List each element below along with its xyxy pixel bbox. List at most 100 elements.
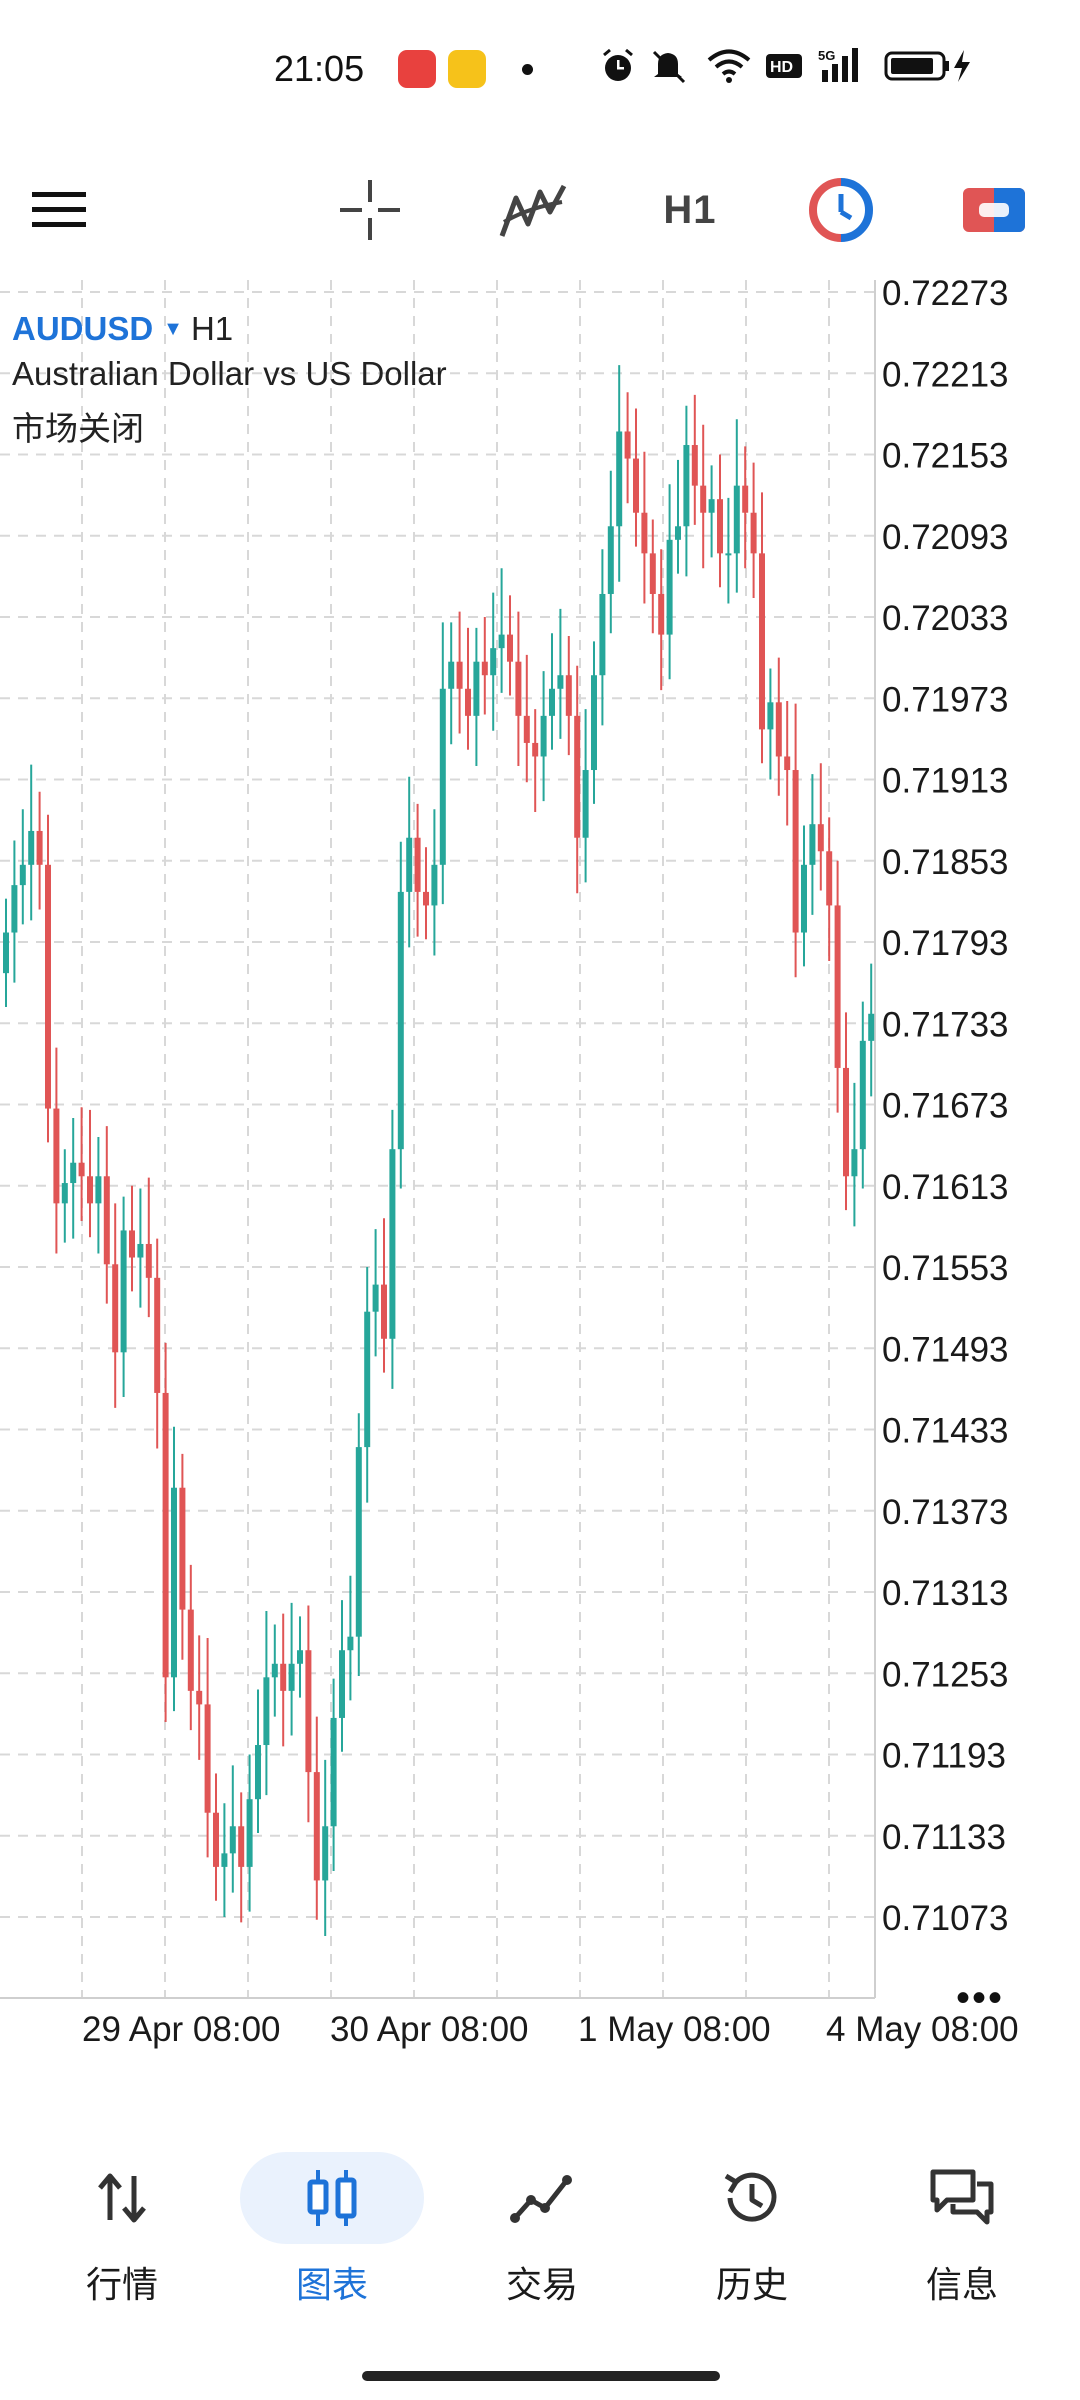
- svg-text:5G: 5G: [818, 48, 835, 63]
- candle-body: [221, 1853, 228, 1867]
- candle-body: [809, 824, 816, 865]
- one-click-trading-icon: [809, 178, 873, 242]
- candle-body: [322, 1826, 329, 1881]
- candle-body: [607, 526, 614, 594]
- symbol-header[interactable]: AUDUSD ▼ H1: [12, 310, 233, 348]
- candle-body: [246, 1799, 253, 1867]
- music-app-icon: [398, 50, 436, 88]
- y-tick-label: 0.71793: [882, 924, 1009, 963]
- x-tick-label: 4 May 08:00: [826, 2010, 1019, 2049]
- candle-body: [683, 445, 690, 527]
- nav-tab-messages[interactable]: 信息: [857, 2130, 1067, 2330]
- candle-body: [414, 837, 421, 892]
- candle-body: [339, 1650, 345, 1718]
- candle-body: [507, 634, 513, 662]
- x-tick-label: 29 Apr 08:00: [82, 2010, 281, 2049]
- candle-body: [238, 1826, 245, 1867]
- candle-body: [78, 1162, 85, 1177]
- symbol-dropdown-icon[interactable]: ▼: [163, 317, 183, 340]
- candle-body: [691, 445, 698, 486]
- y-tick-label: 0.71133: [882, 1818, 1006, 1857]
- candle-body: [423, 891, 429, 906]
- candle-body: [53, 1108, 60, 1204]
- mail-app-icon: [448, 50, 486, 88]
- candle-body: [725, 553, 732, 556]
- wifi-icon: [707, 49, 751, 83]
- candle-body: [87, 1176, 93, 1204]
- nav-label-history: 历史: [715, 2264, 788, 2305]
- chart-more-button[interactable]: •••: [956, 1976, 1005, 2020]
- candle-body: [364, 1311, 371, 1448]
- candle-body: [397, 891, 404, 1150]
- battery-charging-icon: [884, 50, 970, 82]
- candle-body: [439, 688, 446, 865]
- nav-tab-trade[interactable]: 交易: [437, 2130, 647, 2330]
- crosshair-button[interactable]: [330, 140, 410, 280]
- candle-body: [658, 593, 665, 635]
- y-tick-label: 0.72153: [882, 437, 1009, 476]
- candle-body: [171, 1487, 177, 1678]
- candle-body: [372, 1284, 379, 1312]
- candle-body: [255, 1745, 261, 1800]
- candle-body: [717, 499, 723, 554]
- y-tick-label: 0.71073: [882, 1899, 1009, 1938]
- symbol-description: Australian Dollar vs US Dollar: [12, 355, 447, 392]
- candle-body: [817, 824, 824, 852]
- candle-body: [313, 1772, 320, 1881]
- status-time: 21:05: [274, 48, 365, 89]
- candle-body: [473, 661, 480, 716]
- symbol-timeframe: H1: [190, 310, 234, 347]
- price-chart[interactable]: 0.72273 0.72213 0.72153 0.72093 0.72033 0.719…: [0, 280, 1080, 2055]
- candle-body: [574, 715, 581, 838]
- candle-body: [120, 1230, 127, 1353]
- candle-body: [305, 1650, 312, 1773]
- indicators-button[interactable]: [488, 140, 578, 280]
- nav-label-quotes: 行情: [85, 2264, 158, 2305]
- symbol-name[interactable]: AUDUSD: [12, 310, 154, 347]
- candle-body: [599, 593, 606, 676]
- y-tick-label: 0.71973: [882, 680, 1009, 719]
- candle-body: [775, 702, 782, 757]
- candle-body: [675, 526, 681, 540]
- candle-body: [666, 539, 673, 635]
- nav-tab-history[interactable]: 历史: [647, 2130, 857, 2330]
- y-tick-label: 0.71853: [882, 843, 1009, 882]
- candle-body: [70, 1162, 77, 1184]
- nav-label-chart: 图表: [295, 2264, 368, 2305]
- chart-canvas[interactable]: 0.72273 0.72213 0.72153 0.72093 0.72033 0.719…: [0, 280, 1080, 2055]
- market-status: 市场关闭: [12, 410, 144, 447]
- active-tab-indicator: [240, 2152, 424, 2244]
- timeframe-button[interactable]: H1: [640, 140, 740, 280]
- y-tick-label: 0.71733: [882, 1005, 1009, 1044]
- chart-candles-icon: [227, 2158, 437, 2238]
- candle-body: [549, 688, 555, 716]
- new-order-button[interactable]: [944, 140, 1044, 280]
- mute-icon: [652, 50, 686, 84]
- history-clock-icon: [647, 2158, 857, 2238]
- candle-body: [137, 1243, 144, 1258]
- candle-body: [498, 634, 505, 649]
- quotes-arrows-icon: [17, 2158, 227, 2238]
- y-tick-label: 0.71913: [882, 762, 1009, 801]
- nav-tab-chart[interactable]: 图表: [227, 2130, 437, 2330]
- candle-body: [859, 1040, 866, 1150]
- candle-body: [187, 1609, 194, 1691]
- trade-line-icon: [437, 2158, 647, 2238]
- candle-body: [742, 485, 749, 513]
- candle-body: [565, 675, 572, 716]
- candle-body: [649, 553, 656, 594]
- indicators-icon: [499, 184, 567, 237]
- nav-tab-quotes[interactable]: 行情: [17, 2130, 227, 2330]
- candle-body: [851, 1149, 858, 1177]
- candle-body: [103, 1176, 110, 1265]
- candle-body: [557, 675, 564, 689]
- menu-button[interactable]: [20, 140, 100, 280]
- candle-body: [204, 1704, 211, 1813]
- candle-body: [145, 1243, 152, 1278]
- candle-body: [750, 512, 757, 554]
- status-bar: 21:05 HD 5G: [0, 0, 1080, 140]
- one-click-trading-button[interactable]: [796, 140, 886, 280]
- messages-icon: [857, 2158, 1067, 2238]
- candle-body: [532, 742, 539, 757]
- candle-body: [616, 431, 623, 527]
